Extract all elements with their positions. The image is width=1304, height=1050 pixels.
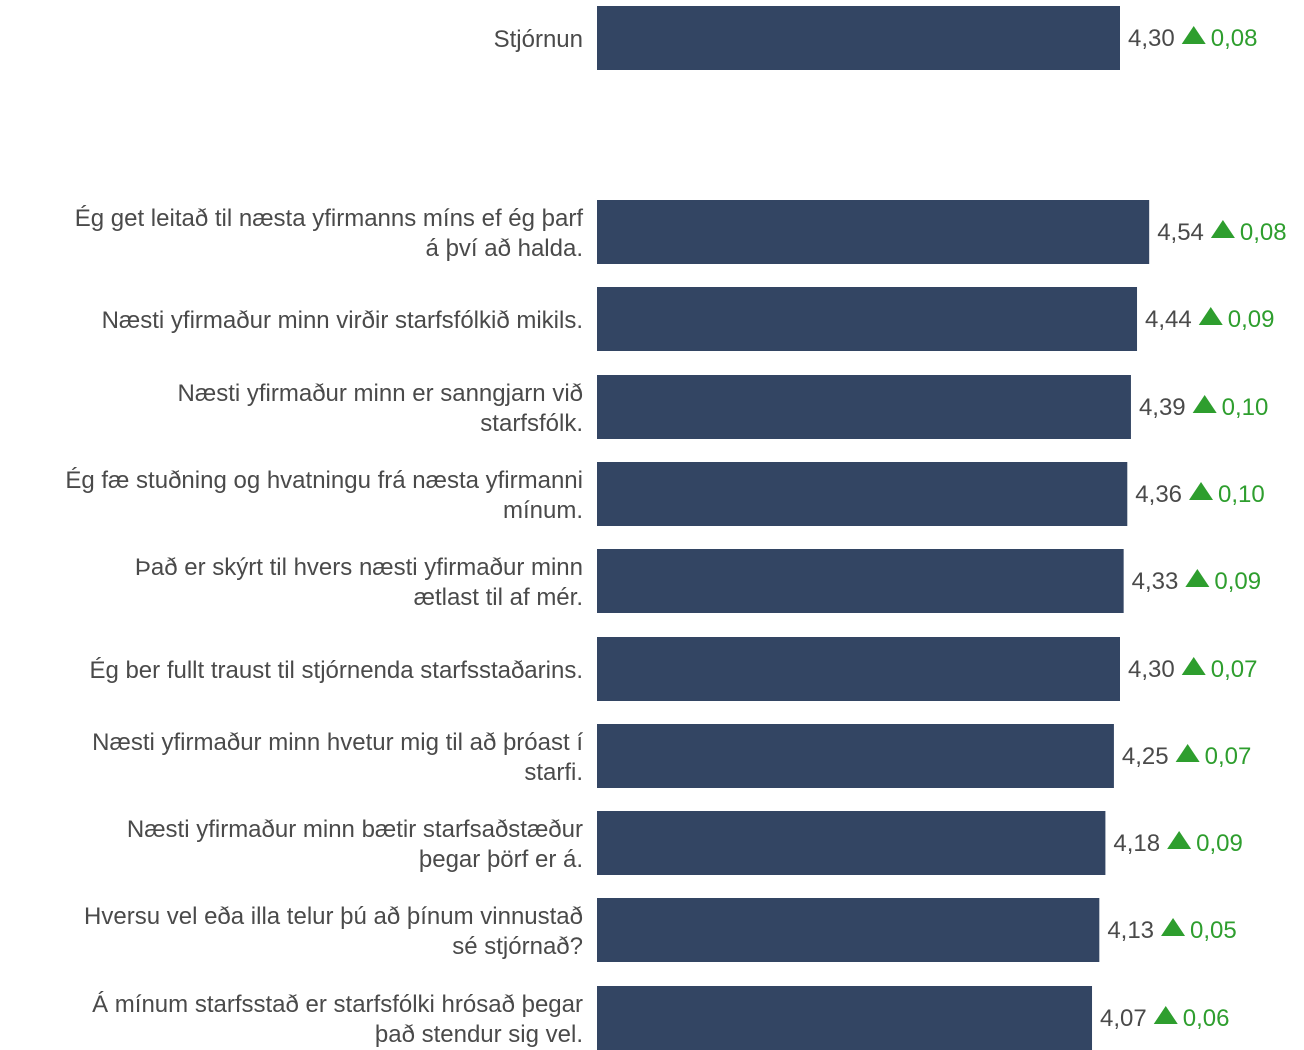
bar-3 [597,375,1131,439]
value-label-3: 4,39 [1139,394,1186,421]
category-label-1-line-2: á því að halda. [426,235,583,262]
value-label-7: 4,25 [1122,743,1169,770]
bar-summary [597,6,1120,70]
category-label-7-line-1: Næsti yfirmaður minn hvetur mig til að þ… [92,729,583,756]
triangle-up-icon [1181,26,1206,44]
delta-label-1: 0,08 [1240,219,1287,246]
category-label-5-line-2: ætlast til af mér. [414,584,583,611]
bar-7 [597,724,1114,788]
delta-label-7: 0,07 [1205,743,1252,770]
triangle-up-icon [1161,918,1186,936]
triangle-up-icon [1185,569,1210,587]
category-label-3-line-2: starfsfólk. [480,410,583,437]
category-label-2: Næsti yfirmaður minn virðir starfsfólkið… [102,307,583,334]
delta-label-10: 0,06 [1183,1005,1230,1032]
bar-9 [597,898,1100,962]
value-label-6: 4,30 [1128,656,1175,683]
category-label-3-line-1: Næsti yfirmaður minn er sanngjarn við [178,380,583,407]
triangle-up-icon [1198,307,1223,325]
triangle-up-icon [1192,395,1217,413]
category-label-10-line-1: Á mínum starfsstað er starfsfólki hrósað… [92,991,583,1018]
value-label-1: 4,54 [1157,219,1204,246]
category-label-4-line-2: mínum. [503,497,583,524]
triangle-up-icon [1175,744,1200,762]
triangle-up-icon [1167,831,1192,849]
category-label-summary: Stjórnun [494,26,583,53]
delta-label-6: 0,07 [1211,656,1258,683]
value-label-10: 4,07 [1100,1005,1147,1032]
triangle-up-icon [1181,657,1206,675]
category-label-7-line-2: starfi. [524,759,583,786]
category-label-8-line-1: Næsti yfirmaður minn bætir starfsaðstæðu… [127,816,583,843]
value-label-summary: 4,30 [1128,25,1175,52]
category-label-6: Ég ber fullt traust til stjórnenda starf… [89,657,583,684]
triangle-up-icon [1153,1006,1178,1024]
bar-10 [597,986,1093,1050]
category-label-8-line-2: þegar þörf er á. [419,846,583,873]
bar-5 [597,549,1124,613]
triangle-up-icon [1189,482,1214,500]
category-label-9-line-1: Hversu vel eða illa telur þú að þínum vi… [84,903,583,930]
category-label-9-line-2: sé stjórnað? [452,933,583,960]
bar-6 [597,637,1120,701]
delta-label-4: 0,10 [1218,481,1265,508]
category-label-4-line-1: Ég fæ stuðning og hvatningu frá næsta yf… [65,467,583,494]
category-label-10-line-2: það stendur sig vel. [375,1021,583,1048]
delta-label-9: 0,05 [1190,917,1237,944]
value-label-2: 4,44 [1145,306,1192,333]
delta-label-3: 0,10 [1222,394,1269,421]
bar-4 [597,462,1128,526]
value-label-9: 4,13 [1107,917,1154,944]
value-label-5: 4,33 [1132,568,1179,595]
triangle-up-icon [1210,220,1235,238]
value-label-8: 4,18 [1113,830,1160,857]
delta-label-summary: 0,08 [1211,25,1258,52]
bar-2 [597,287,1138,351]
bar-8 [597,811,1106,875]
delta-label-8: 0,09 [1196,830,1243,857]
delta-label-5: 0,09 [1214,568,1261,595]
bar-1 [597,200,1150,264]
value-label-4: 4,36 [1135,481,1182,508]
category-label-1-line-1: Ég get leitað til næsta yfirmanns míns e… [75,205,584,232]
category-label-5-line-1: Það er skýrt til hvers næsti yfirmaður m… [135,554,583,581]
delta-label-2: 0,09 [1228,306,1275,333]
